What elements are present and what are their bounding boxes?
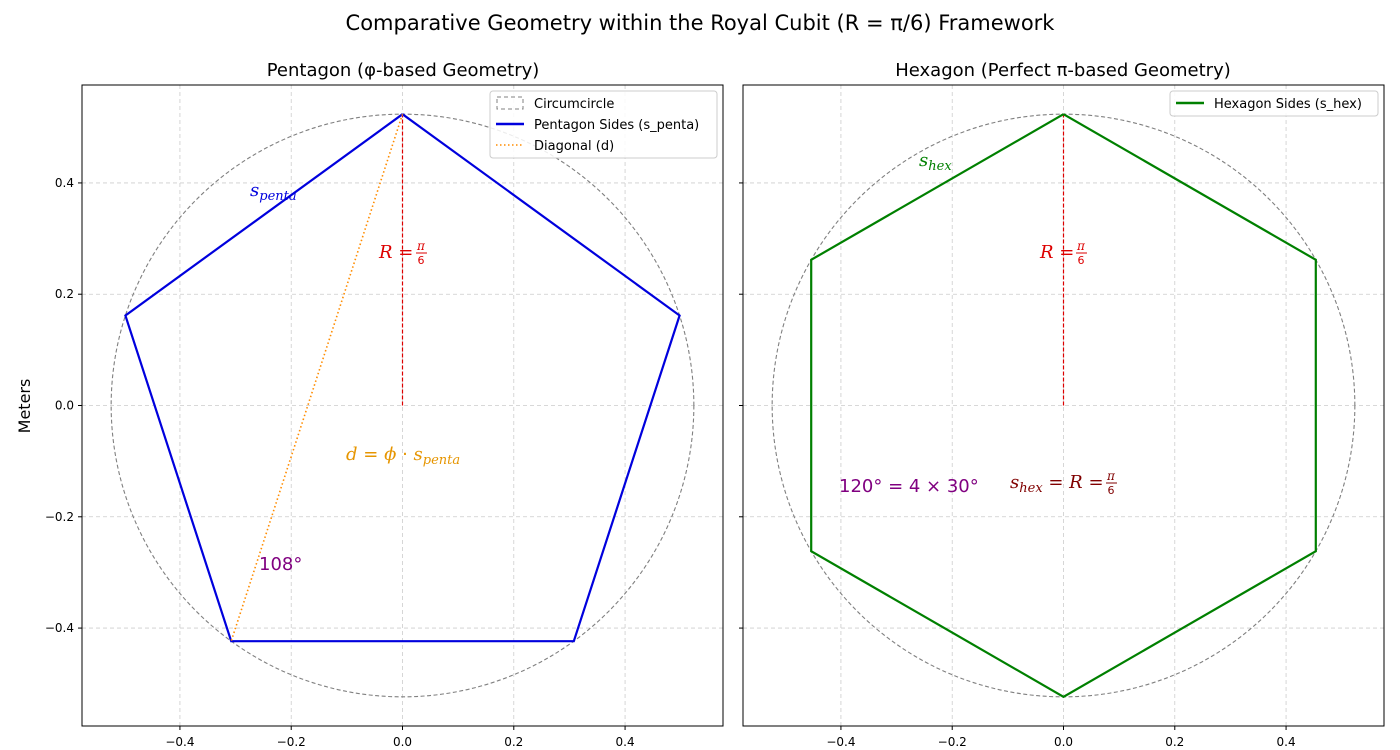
hexagon-sides-line <box>810 113 1317 699</box>
pentagon-side-label: spenta <box>250 180 297 204</box>
pentagon-panel: −0.4 −0.2 0.0 0.2 0.4 −0.4 −0.2 0.0 0.2 0.4 spent… <box>45 85 723 749</box>
legend-circumcircle-label: Circumcircle <box>534 97 614 112</box>
pentagon-radius-frac-den: 6 <box>418 254 425 267</box>
pentagon-radius-frac-num: π <box>416 239 426 253</box>
pentagon-xtick-label: 0.2 <box>504 735 523 749</box>
hexagon-ticks: −0.4 −0.2 0.0 0.2 0.4 <box>739 182 1296 749</box>
hexagon-panel-title: Hexagon (Perfect π-based Geometry) <box>895 60 1231 81</box>
pentagon-panel-title: Pentagon (φ-based Geometry) <box>267 60 540 81</box>
hexagon-annotations: shex R = π 6 120° = 4 × 30° shex = R = π… <box>839 150 1117 497</box>
hexagon-angle-label: 120° = 4 × 30° <box>839 476 979 497</box>
pentagon-sides-line <box>124 113 681 643</box>
pentagon-diagonal-line <box>230 113 404 642</box>
pentagon-diagonal-label: d = ϕ · spenta <box>346 444 460 468</box>
hexagon-legend: Hexagon Sides (s_hex) <box>1169 90 1379 117</box>
pentagon-ytick-label: −0.2 <box>45 510 74 524</box>
pentagon-ytick-label: −0.4 <box>45 621 74 635</box>
hexagon-equation-label: shex = R = <box>1010 472 1104 496</box>
hexagon-xtick-label: −0.2 <box>938 735 967 749</box>
pentagon-ytick-label: 0.2 <box>55 287 74 301</box>
pentagon-radius-label: R = <box>378 242 413 263</box>
hexagon-panel: −0.4 −0.2 0.0 0.2 0.4 shex R = π 6 120° = 4 … <box>739 85 1384 749</box>
figure-title: Comparative Geometry within the Royal Cu… <box>346 11 1056 35</box>
hexagon-xtick-label: −0.4 <box>826 735 855 749</box>
pentagon-legend: Circumcircle Pentagon Sides (s_penta) Di… <box>489 90 718 159</box>
hexagon-axes-frame <box>742 84 1385 727</box>
legend-circumcircle-swatch <box>496 96 524 110</box>
pentagon-axes-frame <box>81 84 724 727</box>
pentagon-legend-box <box>489 90 718 159</box>
hexagon-marks <box>771 113 1356 699</box>
hexagon-eq-frac-den: 6 <box>1108 484 1115 497</box>
pentagon-xtick-label: 0.4 <box>616 735 635 749</box>
pentagon-circumcircle <box>110 113 695 698</box>
hexagon-xtick-label: 0.4 <box>1277 735 1296 749</box>
hexagon-xtick-label: 0.0 <box>1054 735 1073 749</box>
legend-hexagon-sides-label: Hexagon Sides (s_hex) <box>1214 97 1362 112</box>
legend-diagonal-label: Diagonal (d) <box>534 139 614 154</box>
pentagon-xtick-label: −0.2 <box>277 735 306 749</box>
pentagon-ticks: −0.4 −0.2 0.0 0.2 0.4 −0.4 −0.2 0.0 0.2 0.4 <box>45 176 635 749</box>
pentagon-ytick-label: 0.4 <box>55 176 74 190</box>
y-axis-label: Meters <box>15 379 34 434</box>
hexagon-radius-frac-num: π <box>1076 239 1086 253</box>
hexagon-radius-frac-den: 6 <box>1078 254 1085 267</box>
pentagon-xtick-label: −0.4 <box>165 735 194 749</box>
hexagon-xtick-label: 0.2 <box>1165 735 1184 749</box>
hexagon-side-label: shex <box>919 150 952 174</box>
hexagon-legend-box <box>1169 90 1379 117</box>
pentagon-xtick-label: 0.0 <box>393 735 412 749</box>
legend-pentagon-sides-label: Pentagon Sides (s_penta) <box>534 118 699 133</box>
hexagon-radius-label: R = <box>1039 242 1074 263</box>
pentagon-grid <box>82 85 723 726</box>
hexagon-eq-frac-num: π <box>1106 469 1116 483</box>
pentagon-marks <box>110 113 695 698</box>
pentagon-angle-label: 108° <box>259 554 302 575</box>
pentagon-annotations: spenta R = π 6 d = ϕ · spenta 108° <box>250 180 460 575</box>
pentagon-ytick-label: 0.0 <box>55 399 74 413</box>
